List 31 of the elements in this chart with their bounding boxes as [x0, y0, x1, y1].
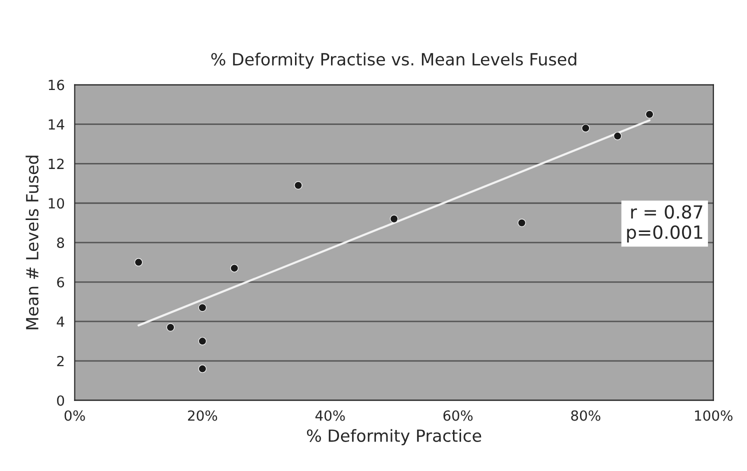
chart-title: % Deformity Practise vs. Mean Levels Fused — [211, 52, 576, 69]
y-tick-label: 4 — [56, 316, 64, 327]
x-tick-label: 100% — [695, 410, 732, 421]
point — [613, 132, 622, 140]
point — [230, 264, 238, 272]
x-tick-label: 0% — [64, 410, 85, 421]
y-tick-label: 2 — [57, 356, 64, 366]
point — [518, 218, 526, 227]
x-axis-title: % Deformity Practice — [306, 429, 482, 446]
y-tick-label: 0 — [57, 395, 64, 406]
point — [582, 124, 590, 132]
point — [294, 181, 302, 190]
x-tick-label: 80% — [571, 410, 600, 421]
y-tick-label: 10 — [48, 198, 64, 209]
y-tick-label: 16 — [48, 80, 64, 90]
point — [390, 214, 398, 224]
x-tick-label: 60% — [443, 410, 473, 421]
y-tick-label: 6 — [57, 276, 64, 288]
point — [198, 304, 207, 312]
point — [198, 364, 207, 373]
point — [645, 110, 654, 118]
annotation: r = 0.87 p=0.001 — [627, 205, 702, 242]
y-tick-label: 8 — [57, 238, 64, 248]
point — [198, 337, 207, 346]
x-tick-label: 40% — [315, 410, 345, 421]
point — [134, 258, 143, 266]
y-axis-title: Mean # Levels Fused — [26, 156, 39, 330]
y-tick-label: 12 — [48, 158, 64, 169]
y-tick-label: 14 — [48, 119, 64, 130]
x-tick-label: 20% — [188, 410, 218, 421]
point — [166, 323, 175, 332]
